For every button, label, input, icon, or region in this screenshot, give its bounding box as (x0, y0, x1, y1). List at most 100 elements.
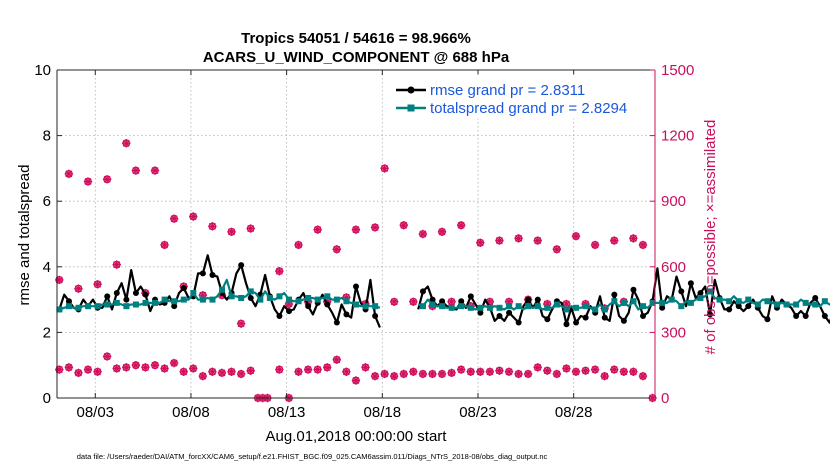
y2-tick-label: 1500 (661, 62, 694, 79)
series-point-totalspread (573, 304, 580, 311)
obs-count-marker (93, 367, 102, 376)
series-point-totalspread (247, 288, 254, 295)
obs-count-marker (323, 363, 332, 372)
series-point-totalspread (458, 303, 465, 310)
series-point-totalspread (314, 296, 321, 303)
series-point-rmse (611, 291, 618, 298)
obs-assimilated-star (55, 275, 64, 285)
obs-assimilated-star (284, 299, 294, 309)
obs-count-marker (600, 371, 609, 381)
series-point-totalspread (525, 303, 532, 310)
obs-assimilated-star (418, 369, 428, 379)
obs-assimilated-star (275, 365, 284, 374)
x-tick-label: 08/13 (268, 404, 306, 421)
x-tick-label: 08/28 (555, 404, 593, 421)
y-tick-label: 0 (43, 390, 51, 407)
obs-assimilated-star (543, 299, 552, 309)
obs-assimilated-star (122, 139, 131, 148)
obs-assimilated-star (533, 363, 542, 372)
obs-assimilated-star (504, 367, 514, 376)
series-point-totalspread (238, 294, 245, 301)
obs-count-marker (523, 369, 533, 379)
obs-assimilated-star (83, 177, 93, 186)
series-point-totalspread (630, 298, 637, 305)
series-point-totalspread (132, 301, 139, 308)
obs-count-marker (552, 369, 562, 379)
series-point-rmse (247, 294, 254, 301)
obs-assimilated-star (514, 369, 523, 379)
plot-area (57, 70, 655, 398)
obs-assimilated-star (294, 367, 303, 376)
series-point-totalspread (190, 290, 197, 297)
obs-count-marker (64, 363, 74, 372)
series-point-totalspread (611, 298, 618, 305)
obs-count-marker (437, 369, 447, 379)
obs-assimilated-star (313, 225, 322, 234)
obs-assimilated-star (361, 363, 370, 372)
series-point-totalspread (467, 304, 474, 311)
series-point-totalspread (180, 296, 187, 303)
obs-assimilated-star (64, 363, 74, 372)
chart-subtitle: ACARS_U_WIND_COMPONENT @ 688 hPa (203, 49, 510, 66)
obs-assimilated-star (93, 367, 102, 376)
series-point-totalspread (199, 296, 206, 303)
obs-assimilated-star (227, 227, 236, 237)
series-point-totalspread (592, 306, 599, 313)
obs-count-marker (351, 225, 361, 234)
obs-count-marker (543, 366, 552, 375)
obs-assimilated-star (456, 365, 466, 374)
series-point-rmse (439, 298, 446, 305)
obs-assimilated-star (485, 297, 495, 306)
series-point-rmse (343, 311, 350, 318)
obs-assimilated-star (160, 364, 169, 373)
obs-count-marker (131, 166, 141, 175)
tick-labels: 08/03 08/08 08/13 08/18 08/23 08/28 0 2 4 6 8 10 0 30… (34, 62, 694, 421)
obs-assimilated-star (380, 369, 389, 379)
series-point-totalspread (687, 299, 694, 306)
legend-spread-marker (407, 104, 415, 112)
obs-assimilated-star (552, 245, 562, 254)
obs-count-marker (380, 164, 389, 173)
obs-count-marker (590, 240, 600, 250)
series-point-rmse (286, 308, 293, 315)
obs-count-marker (303, 365, 313, 374)
series-point-totalspread (94, 303, 101, 310)
obs-assimilated-star (629, 234, 638, 243)
series-point-rmse (793, 313, 800, 319)
obs-assimilated-star (380, 164, 389, 173)
series-point-totalspread (496, 304, 503, 311)
obs-count-marker (428, 369, 437, 379)
obs-count-marker (562, 364, 571, 373)
series-point-totalspread (745, 296, 752, 303)
series-point-totalspread (563, 306, 570, 313)
obs-count-marker (456, 221, 466, 230)
x-tick-label: 08/23 (459, 404, 497, 421)
series-point-rmse (821, 313, 828, 319)
series-layer (56, 254, 830, 328)
series-point-rmse (678, 288, 685, 295)
obs-assimilated-star (342, 293, 351, 302)
obs-count-marker (533, 236, 542, 245)
series-point-totalspread (65, 303, 72, 310)
obs-count-marker (246, 224, 255, 233)
obs-count-marker (533, 363, 542, 372)
obs-count-marker (246, 366, 255, 375)
y2-tick-label: 600 (661, 259, 686, 276)
obs-count-marker (227, 227, 236, 237)
y-tick-label: 2 (43, 324, 51, 341)
obs-assimilated-star (514, 234, 523, 243)
obs-count-marker (169, 214, 179, 223)
obs-count-marker (466, 367, 475, 376)
obs-count-marker (131, 361, 141, 370)
obs-count-marker (313, 225, 322, 234)
series-point-rmse (429, 296, 436, 303)
obs-count-marker (476, 367, 485, 376)
series-point-totalspread (764, 298, 771, 305)
obs-assimilated-star (74, 284, 83, 293)
obs-assimilated-star (141, 363, 150, 372)
obs-assimilated-star (437, 227, 447, 237)
obs-count-marker (313, 365, 322, 374)
series-point-totalspread (343, 298, 350, 305)
y-axis-label: rmse and totalspread (16, 165, 33, 306)
obs-count-marker (380, 369, 389, 379)
